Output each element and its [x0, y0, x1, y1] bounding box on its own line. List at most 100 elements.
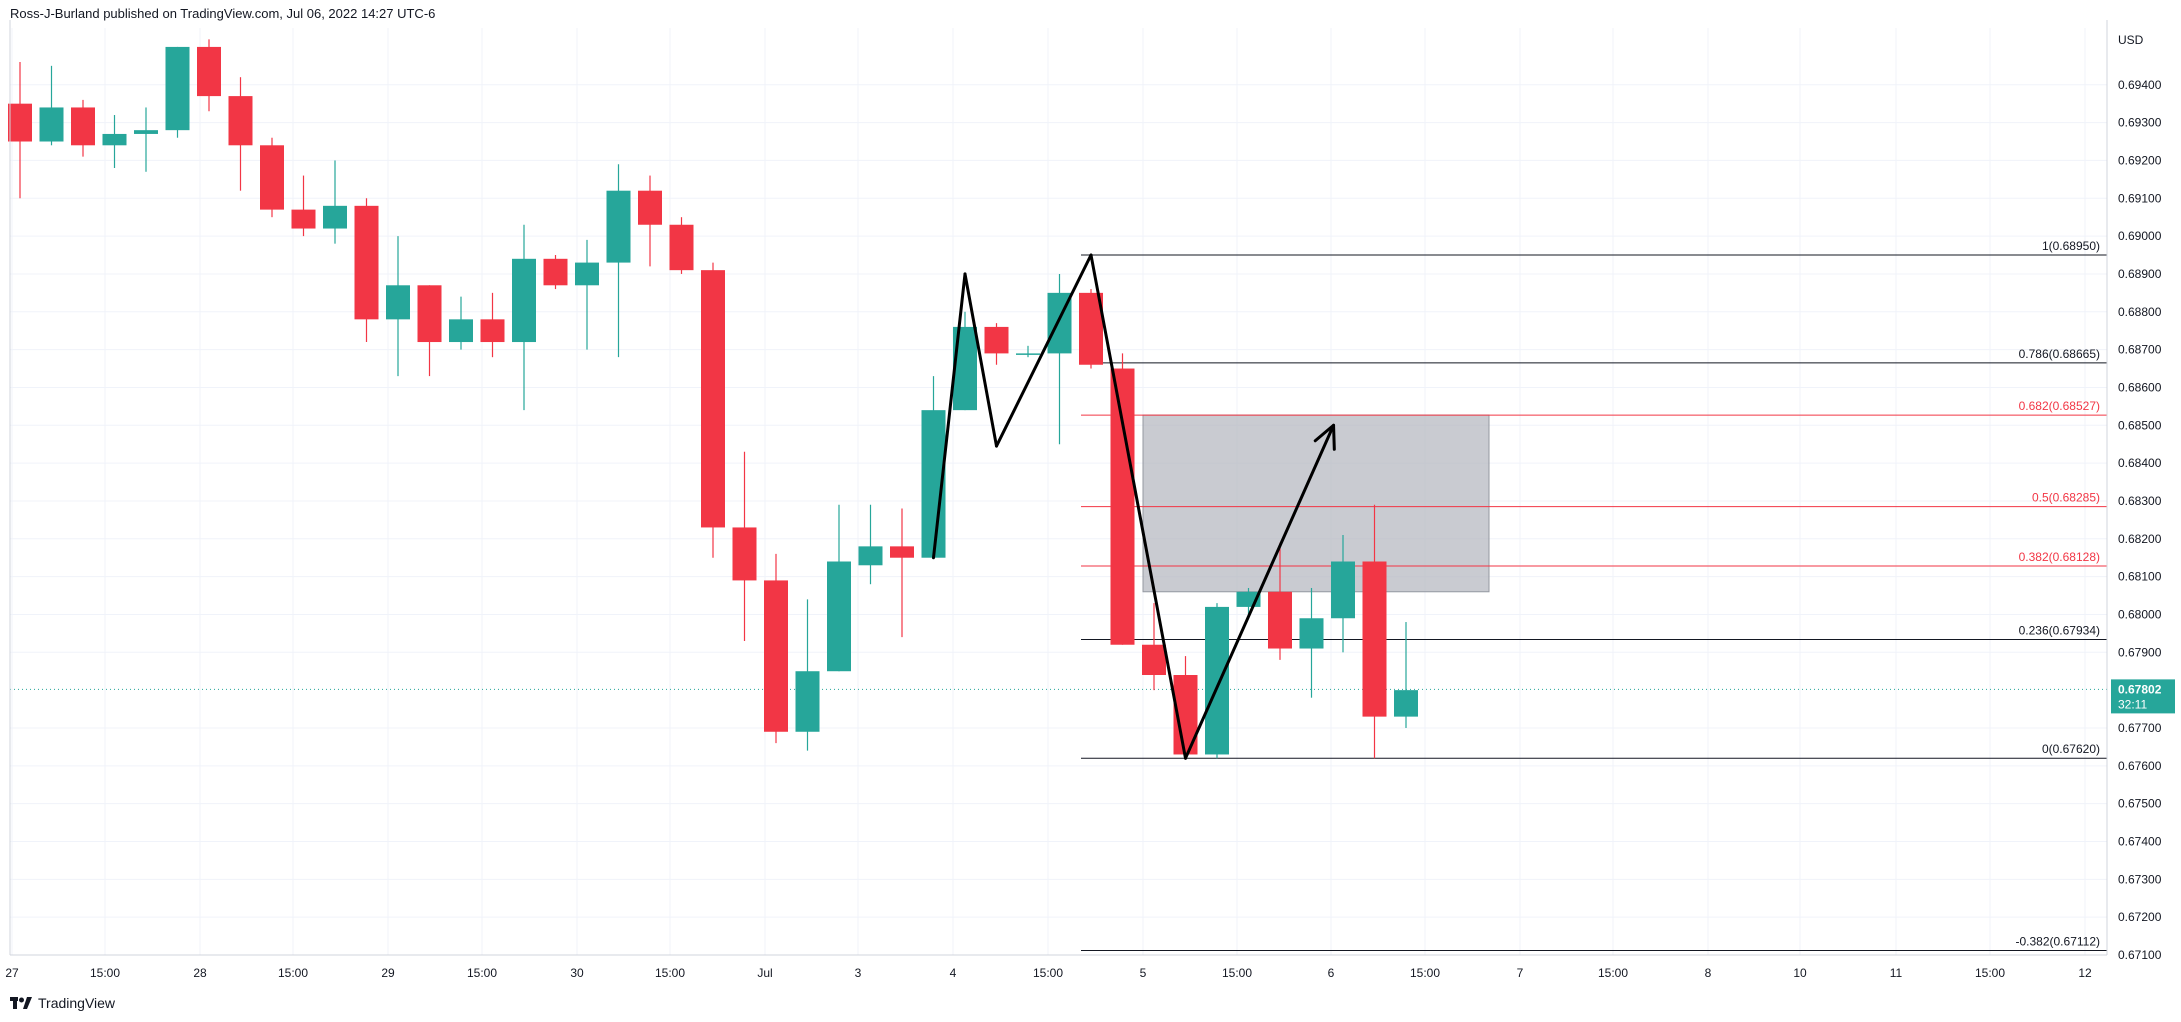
- x-tick-label: 3: [855, 966, 862, 980]
- candle-body: [1299, 618, 1324, 649]
- candle-body: [354, 205, 379, 320]
- candle: [701, 262, 725, 558]
- candle-body: [260, 145, 284, 210]
- axes: 0.69400 0.69300 0.69200 0.69100 0.69000 0.689…: [5, 20, 2175, 980]
- projection-arrow-line: [1184, 423, 1336, 760]
- candle: [921, 376, 946, 558]
- candle: [827, 504, 851, 672]
- x-tick-label: 27: [5, 966, 19, 980]
- candle: [669, 217, 694, 274]
- y-tick-label: 0.69400: [2118, 78, 2162, 92]
- x-tick-label: 10: [1793, 966, 1807, 980]
- candle: [543, 255, 568, 290]
- x-tick-label: 15:00: [1975, 966, 2005, 980]
- candle-body: [134, 130, 158, 134]
- candle-body: [732, 527, 757, 581]
- candle: [39, 65, 64, 146]
- candle-body: [39, 107, 64, 142]
- tradingview-brand-label: TradingView: [38, 995, 116, 1011]
- candle-body: [543, 258, 568, 286]
- x-tick-label: 7: [1517, 966, 1524, 980]
- candle: [638, 175, 662, 267]
- candle-body: [701, 270, 725, 528]
- candle-body: [827, 561, 851, 672]
- candle: [291, 175, 316, 237]
- highlight-zone-layer: [1142, 414, 1490, 593]
- candle: [102, 115, 127, 168]
- candle: [197, 39, 221, 112]
- y-tick-label: 0.68700: [2118, 343, 2162, 357]
- y-tick-label: 0.68300: [2118, 494, 2162, 508]
- candle: [1110, 353, 1135, 645]
- y-tick-label: 0.68400: [2118, 456, 2162, 470]
- candle: [260, 137, 284, 218]
- fib-level-label: 0.682(0.68527): [2019, 399, 2100, 413]
- candle: [386, 236, 410, 377]
- candle-body: [669, 224, 694, 271]
- y-tick-label: 0.68600: [2118, 380, 2162, 394]
- candle: [1299, 587, 1324, 698]
- candle: [417, 285, 442, 377]
- candle-body: [1142, 644, 1166, 676]
- candle-body: [1268, 591, 1292, 649]
- candle: [1394, 622, 1418, 728]
- x-tick-label: 15:00: [1222, 966, 1252, 980]
- candle: [228, 77, 253, 191]
- candle-body: [197, 46, 221, 97]
- candle-body: [1394, 690, 1418, 717]
- candle: [1331, 535, 1355, 653]
- candle-body: [1016, 353, 1040, 355]
- candle-body: [638, 190, 662, 225]
- x-tick-label: 15:00: [90, 966, 120, 980]
- projection-arrow-head: [1313, 423, 1336, 451]
- candle: [858, 504, 883, 585]
- candle-body: [323, 205, 347, 229]
- candle-body: [512, 258, 536, 343]
- fib-level-label: 0.382(0.68128): [2019, 550, 2100, 564]
- candle: [165, 46, 190, 138]
- candle: [984, 323, 1009, 365]
- x-tick-label: 15:00: [1410, 966, 1440, 980]
- candle: [1268, 542, 1292, 660]
- y-tick-label: 0.69200: [2118, 153, 2162, 167]
- y-tick-label: 0.67600: [2118, 759, 2162, 773]
- x-tick-label: 5: [1140, 966, 1147, 980]
- pattern-line: [932, 272, 967, 560]
- x-tick-label: Jul: [757, 966, 772, 980]
- x-tick-label: 29: [381, 966, 395, 980]
- candle: [606, 164, 631, 358]
- fib-level-label: 0.236(0.67934): [2019, 623, 2100, 637]
- y-tick-label: 0.68800: [2118, 305, 2162, 319]
- currency-label: USD: [2118, 33, 2144, 47]
- last-price-value: 0.67802: [2118, 682, 2162, 696]
- candle-body: [1205, 606, 1229, 755]
- candle: [1205, 603, 1229, 759]
- target-zone: [1142, 414, 1490, 593]
- x-tick-label: 15:00: [278, 966, 308, 980]
- candle-body: [1362, 561, 1387, 717]
- candle: [1016, 345, 1040, 358]
- candle: [795, 599, 820, 751]
- candle: [732, 451, 757, 641]
- chart-grid: [10, 28, 2107, 956]
- candle-body: [858, 546, 883, 566]
- candle: [354, 198, 379, 343]
- y-tick-label: 0.67100: [2118, 948, 2162, 962]
- candle-body: [449, 319, 473, 343]
- candle: [512, 224, 536, 411]
- y-tick-label: 0.67300: [2118, 872, 2162, 886]
- candle-body: [764, 580, 788, 732]
- y-tick-label: 0.68000: [2118, 607, 2162, 621]
- candle-body: [228, 96, 253, 146]
- y-tick-label: 0.67500: [2118, 797, 2162, 811]
- x-tick-label: 4: [950, 966, 957, 980]
- candle-body: [8, 103, 32, 142]
- fibonacci-retracement: 1(0.68950) 0.786(0.68665) 0.682(0.68527) 0.…: [1081, 239, 2107, 951]
- candle-body: [575, 262, 599, 286]
- candle-body: [1331, 561, 1355, 619]
- y-tick-label: 0.68100: [2118, 570, 2162, 584]
- y-tick-label: 0.67200: [2118, 910, 2162, 924]
- footer-brand: TradingView: [10, 995, 115, 1011]
- pattern-line: [995, 253, 1093, 448]
